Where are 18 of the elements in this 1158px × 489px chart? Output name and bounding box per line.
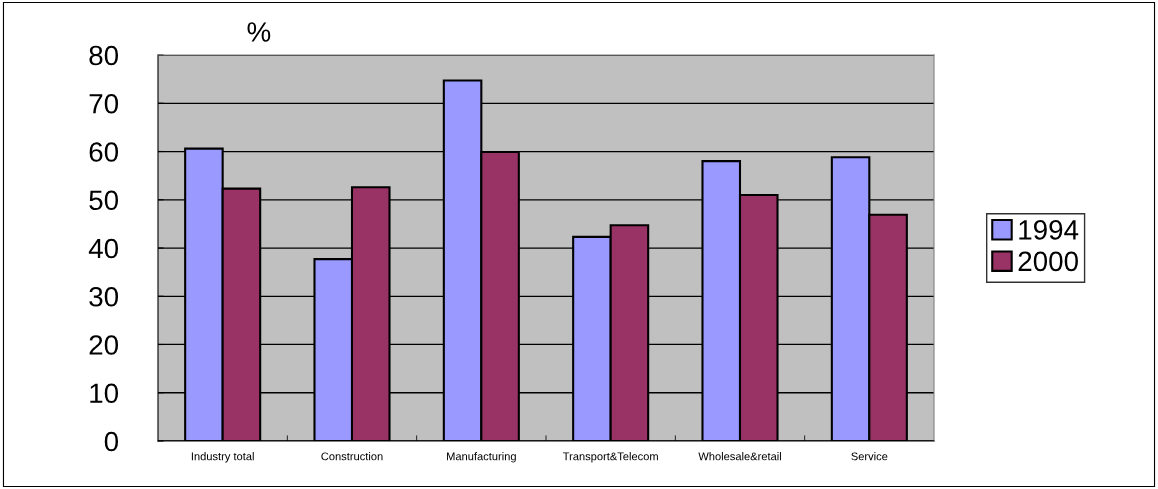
y-tick-label: 60 — [89, 142, 119, 162]
x-tick-label: Manufacturing — [447, 452, 516, 463]
y-tick-label: 10 — [90, 383, 119, 404]
x-tick-label: Transport&Telecom — [562, 452, 658, 463]
x-tick-label: Industry total — [191, 452, 254, 463]
legend-label: 1994 — [1019, 220, 1079, 240]
x-tick-label: Construction — [321, 452, 383, 461]
y-tick-label: 0 — [104, 431, 119, 452]
y-axis-title: % — [247, 22, 271, 42]
y-tick-label: 70 — [89, 93, 119, 114]
y-tick-label: 40 — [88, 238, 119, 259]
y-tick-label: 20 — [89, 335, 119, 355]
y-tick-label: 50 — [89, 190, 119, 211]
x-tick-label: Service — [851, 452, 888, 461]
y-tick-label: 80 — [89, 45, 119, 66]
legend-label: 2000 — [1018, 251, 1078, 272]
y-tick-label: 30 — [89, 286, 119, 307]
x-tick-label: Wholesale&retail — [698, 452, 781, 461]
